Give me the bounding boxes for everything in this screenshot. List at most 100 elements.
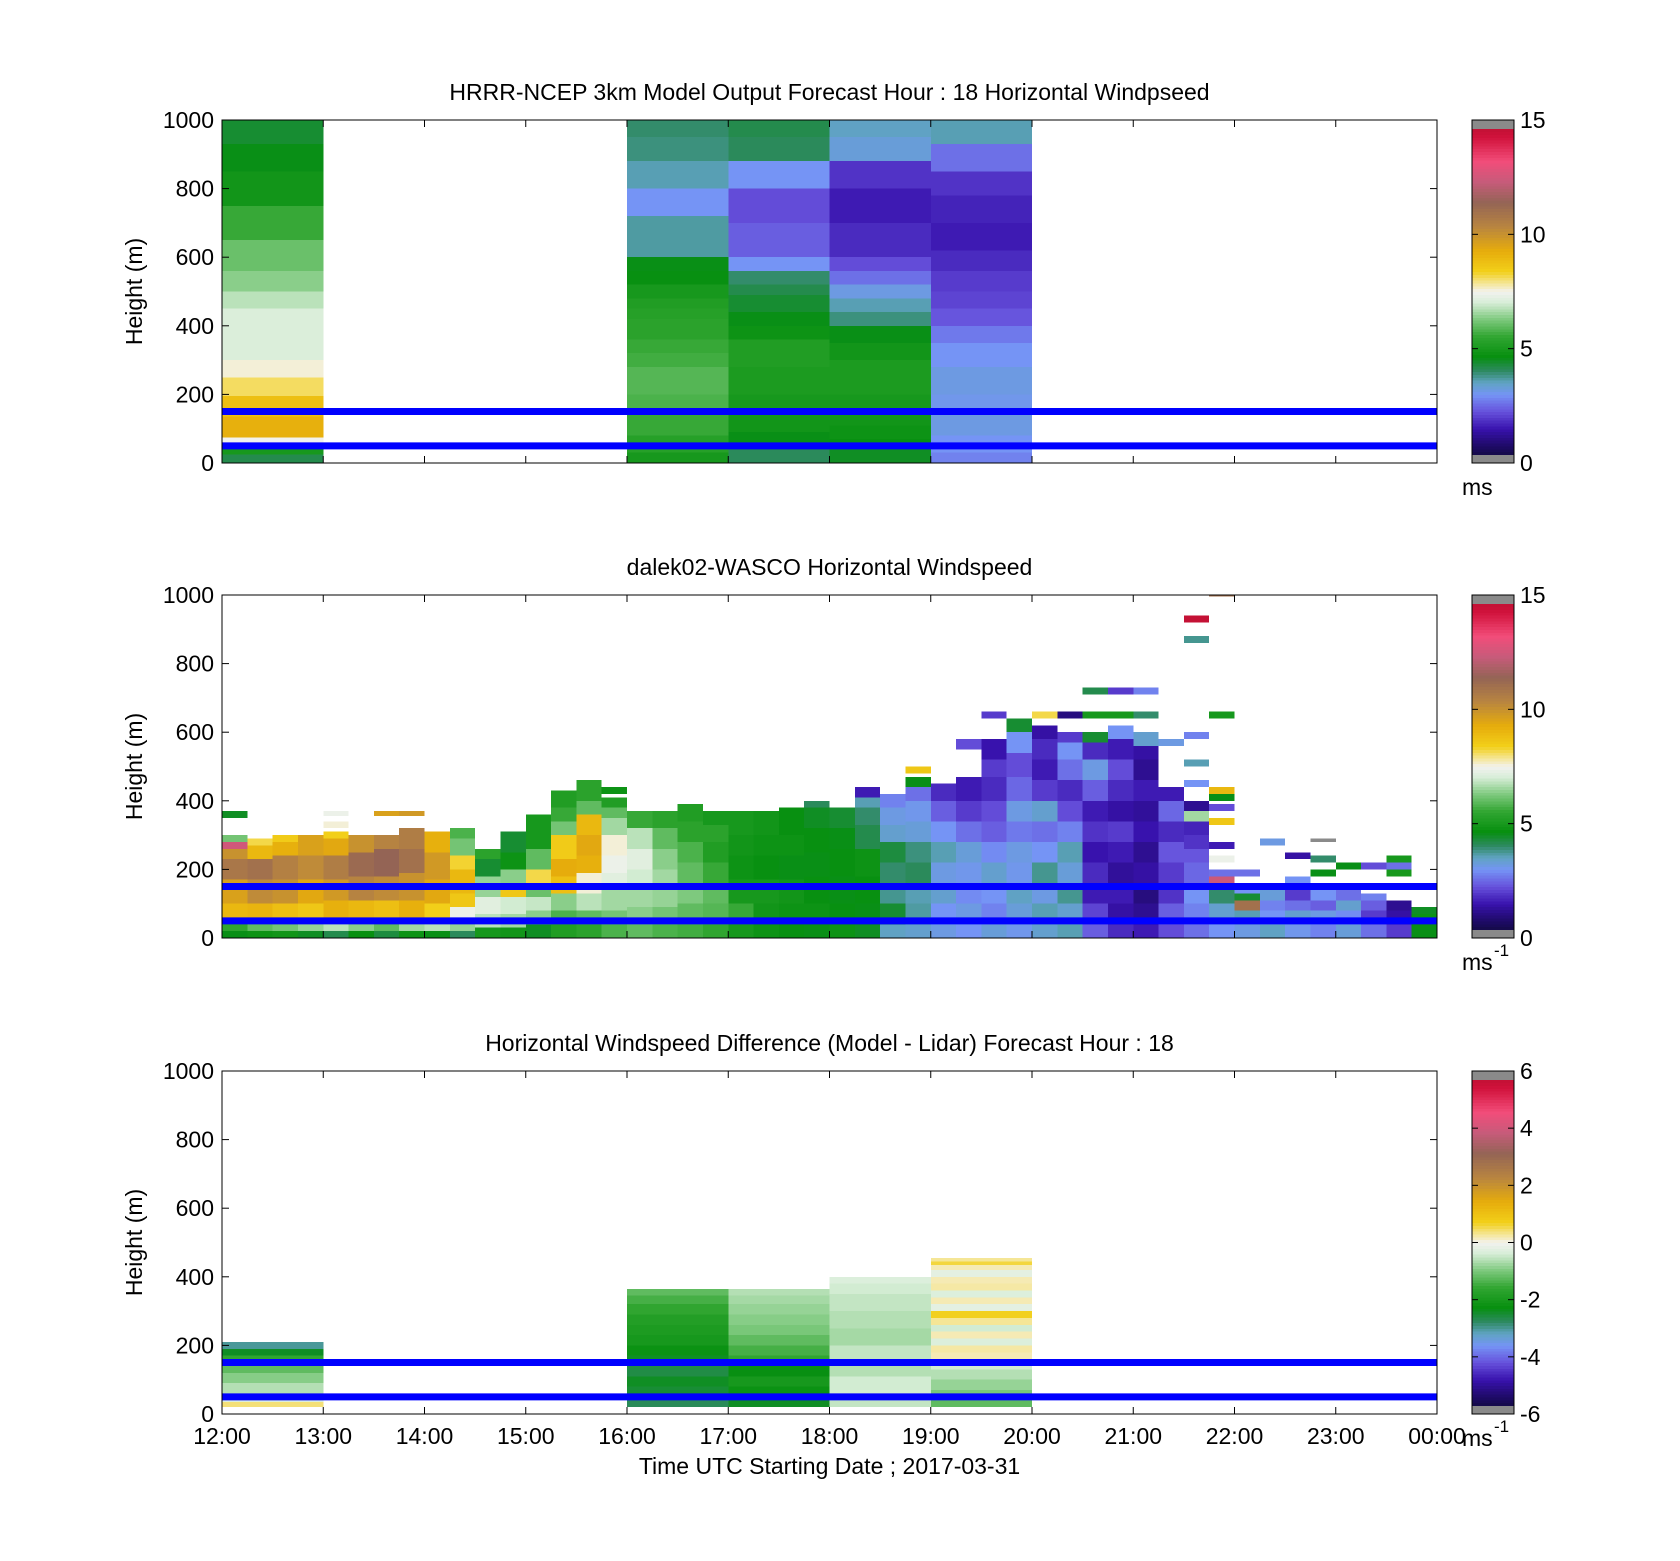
- colorbar-swatch: [1472, 325, 1514, 330]
- heatmap-cell: [728, 1335, 830, 1346]
- colorbar-swatch: [1472, 595, 1514, 599]
- colorbar-swatch: [1472, 368, 1514, 373]
- heatmap-cell: [1335, 924, 1362, 938]
- heatmap-cell: [956, 739, 982, 750]
- heatmap-cell: [728, 257, 830, 271]
- colorbar-swatch: [1472, 268, 1514, 273]
- heatmap-cell: [1183, 800, 1210, 812]
- heatmap-cell: [1133, 780, 1159, 801]
- heatmap-cell: [475, 927, 501, 938]
- heatmap-cell: [930, 1324, 1032, 1332]
- y-axis-label: Height (m): [121, 713, 147, 820]
- colorbar-swatch: [1472, 1165, 1514, 1169]
- heatmap-cell: [348, 835, 374, 853]
- colorbar-swatch: [1472, 723, 1514, 728]
- colorbar-swatch: [1472, 932, 1514, 936]
- colorbar-swatch: [1472, 1253, 1514, 1258]
- heatmap-cell: [728, 1386, 830, 1397]
- colorbar-tick-label: 15: [1520, 582, 1546, 608]
- colorbar-swatch: [1472, 875, 1514, 879]
- heatmap-cell: [829, 1328, 931, 1346]
- heatmap-cell: [627, 1386, 729, 1397]
- heatmap-cell: [475, 896, 501, 914]
- heatmap-cell: [905, 776, 931, 788]
- colorbar-swatch: [1472, 151, 1514, 155]
- heatmap-cell: [297, 835, 324, 856]
- colorbar-swatch: [1472, 157, 1514, 161]
- heatmap-cell: [854, 924, 881, 938]
- heatmap-cell: [272, 855, 298, 880]
- colorbar-swatch: [1472, 297, 1514, 301]
- colorbar-swatch: [1472, 1405, 1514, 1409]
- colorbar-swatch: [1472, 365, 1514, 370]
- x-tick-label: 22:00: [1206, 1423, 1264, 1449]
- heatmap-cell: [728, 137, 830, 162]
- colorbar-swatch: [1472, 1131, 1514, 1135]
- heatmap-cell: [222, 377, 324, 397]
- heatmap-cell: [399, 920, 425, 932]
- heatmap-cell: [222, 120, 324, 145]
- x-tick-label: 14:00: [396, 1423, 454, 1449]
- colorbar-swatch: [1472, 1105, 1514, 1109]
- heatmap-cell: [551, 807, 577, 822]
- colorbar-swatch: [1472, 769, 1514, 773]
- x-tick-label: 15:00: [497, 1423, 555, 1449]
- colorbar-swatch: [1472, 1179, 1514, 1184]
- x-tick-label: 12:00: [193, 1423, 251, 1449]
- colorbar-swatch: [1472, 362, 1514, 367]
- heatmap-cell: [627, 216, 729, 258]
- heatmap-cell: [424, 903, 450, 921]
- heatmap-cell: [930, 821, 957, 842]
- heatmap-cell: [222, 360, 324, 378]
- heatmap-cell: [829, 1283, 931, 1294]
- colorbar-frame: [1471, 594, 1515, 939]
- colorbar-swatch: [1472, 417, 1514, 421]
- colorbar-swatch: [1472, 803, 1514, 808]
- colorbar-unit-exponent: -1: [1494, 941, 1509, 960]
- heatmap-cell: [829, 924, 855, 938]
- colorbar-tick-label: 2: [1520, 1172, 1533, 1198]
- colorbar-swatch: [1472, 345, 1514, 350]
- heatmap-cell: [880, 807, 906, 825]
- colorbar-swatch: [1472, 128, 1514, 133]
- colorbar-swatch: [1472, 877, 1514, 882]
- heatmap-cell: [627, 811, 653, 829]
- colorbar-swatch: [1472, 1162, 1514, 1166]
- heatmap-cell: [627, 188, 729, 217]
- heatmap-cell: [1310, 924, 1336, 938]
- heatmap-cell: [956, 924, 982, 938]
- heatmap-cell: [1209, 869, 1235, 877]
- heatmap-cell: [627, 924, 653, 938]
- heatmap-cell: [905, 787, 931, 801]
- colorbar-swatch: [1472, 1408, 1514, 1412]
- heatmap-cell: [627, 1345, 729, 1356]
- colorbar-swatch: [1472, 712, 1514, 716]
- heatmap-cell: [500, 869, 526, 884]
- colorbar: 0 5 10 15 ms -1: [1462, 582, 1546, 975]
- y-tick-label: 0: [201, 450, 214, 476]
- colorbar-swatch: [1472, 846, 1514, 850]
- heatmap-cell: [728, 294, 830, 313]
- heatmap-cell: [627, 120, 729, 138]
- colorbar-swatch: [1472, 1182, 1514, 1186]
- colorbar-swatch: [1472, 1173, 1514, 1178]
- heatmap-cell: [272, 841, 298, 856]
- heatmap-cell: [222, 931, 248, 938]
- colorbar-swatch: [1472, 1336, 1514, 1341]
- colorbar-swatch: [1472, 635, 1514, 639]
- heatmap-cell: [930, 1269, 1032, 1277]
- colorbar-swatch: [1472, 422, 1514, 427]
- colorbar-swatch: [1472, 305, 1514, 310]
- colorbar-swatch: [1472, 786, 1514, 790]
- colorbar-swatch: [1472, 880, 1514, 885]
- heatmap-cell: [1006, 752, 1032, 777]
- colorbar-swatch: [1472, 1308, 1514, 1312]
- heatmap-cell: [551, 790, 577, 808]
- heatmap-cell: [930, 1369, 1032, 1380]
- heatmap-cell: [981, 800, 1007, 822]
- colorbar-swatch: [1472, 194, 1514, 198]
- colorbar-unit-exponent: -1: [1494, 1417, 1509, 1436]
- heatmap-cell: [373, 931, 400, 938]
- heatmap-cell: [728, 449, 830, 463]
- colorbar: 0 5 10 15 ms: [1462, 107, 1546, 500]
